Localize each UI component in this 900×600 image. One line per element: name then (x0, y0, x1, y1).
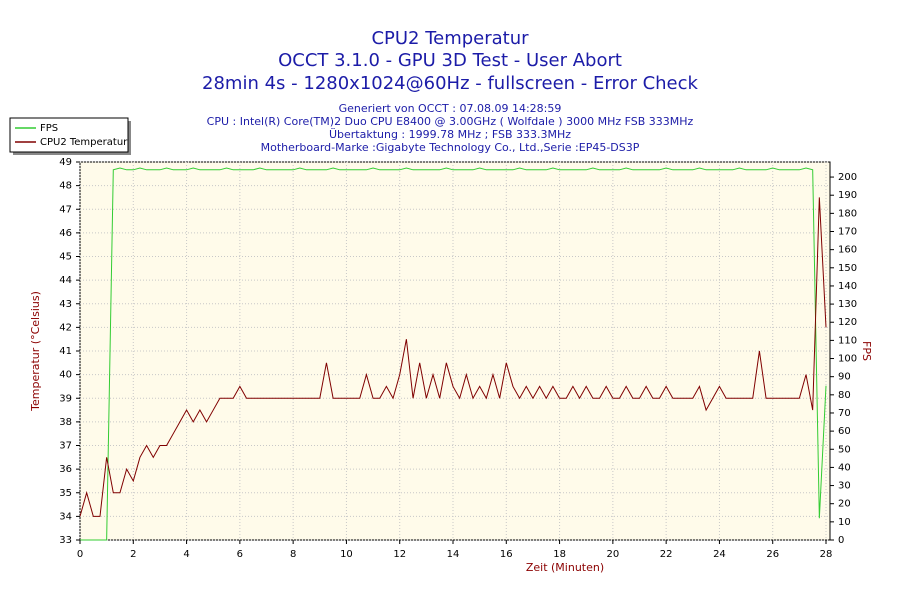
y2-tick-label: 150 (838, 263, 857, 274)
x-tick-label: 12 (393, 549, 406, 560)
y-tick-label: 41 (59, 346, 72, 357)
y-tick-label: 33 (59, 535, 72, 546)
series-line (80, 167, 827, 541)
y2-tick-label: 180 (838, 208, 857, 219)
chart-subtitle: OCCT 3.1.0 - GPU 3D Test - User Abort (278, 50, 622, 71)
x-tick-label: 2 (130, 549, 136, 560)
y2-tick-label: 0 (838, 535, 844, 546)
y-tick-label: 46 (59, 228, 72, 239)
chart-subtitle: 28min 4s - 1280x1024@60Hz - fullscreen -… (202, 73, 698, 94)
y2-tick-label: 20 (838, 499, 851, 510)
y2-tick-label: 100 (838, 354, 857, 365)
y-tick-label: 47 (59, 204, 72, 215)
chart-title: CPU2 Temperatur (371, 28, 529, 49)
y-tick-label: 42 (59, 322, 72, 333)
y-tick-label: 39 (59, 393, 72, 404)
x-axis-label: Zeit (Minuten) (526, 561, 604, 574)
y2-tick-label: 110 (838, 335, 857, 346)
y2-tick-label: 50 (838, 444, 851, 455)
y2-tick-label: 70 (838, 408, 851, 419)
y2-tick-label: 190 (838, 190, 857, 201)
y2-tick-label: 200 (838, 172, 857, 183)
x-tick-label: 22 (660, 549, 673, 560)
info-line: CPU : Intel(R) Core(TM)2 Duo CPU E8400 @… (207, 115, 694, 128)
y2-axis-label: FPS (860, 341, 873, 361)
x-tick-label: 4 (183, 549, 189, 560)
x-tick-label: 8 (290, 549, 296, 560)
y-tick-label: 34 (59, 511, 72, 522)
y-tick-label: 48 (59, 181, 72, 192)
x-tick-label: 28 (820, 549, 833, 560)
y-axis-label: Temperatur (°Celsius) (29, 291, 42, 412)
x-tick-label: 18 (553, 549, 566, 560)
info-line: Motherboard-Marke :Gigabyte Technology C… (261, 141, 640, 154)
y2-tick-label: 130 (838, 299, 857, 310)
info-line: Übertaktung : 1999.78 MHz ; FSB 333.3MHz (329, 128, 571, 141)
x-tick-label: 20 (606, 549, 619, 560)
x-tick-label: 26 (766, 549, 779, 560)
info-line: Generiert von OCCT : 07.08.09 14:28:59 (339, 102, 562, 115)
y2-tick-label: 40 (838, 462, 851, 473)
x-tick-label: 24 (713, 549, 726, 560)
y-tick-label: 37 (59, 441, 72, 452)
x-tick-label: 14 (447, 549, 460, 560)
legend: FPS CPU2 Temperatur (9, 117, 131, 155)
y-tick-label: 38 (59, 417, 72, 428)
y-tick-label: 40 (59, 370, 72, 381)
y2-tick-label: 30 (838, 481, 851, 492)
y-tick-label: 45 (59, 252, 72, 263)
x-tick-label: 0 (77, 549, 83, 560)
y2-tick-label: 160 (838, 245, 857, 256)
y2-tick-label: 60 (838, 426, 851, 437)
y-tick-label: 35 (59, 488, 72, 499)
y2-tick-label: 10 (838, 517, 851, 528)
y-tick-label: 43 (59, 299, 72, 310)
legend-label: CPU2 Temperatur (40, 137, 128, 148)
legend-box (9, 117, 129, 153)
x-tick-label: 10 (340, 549, 353, 560)
y2-tick-label: 80 (838, 390, 851, 401)
y-tick-label: 36 (59, 464, 72, 475)
legend-label: FPS (40, 123, 58, 134)
y2-tick-label: 170 (838, 227, 857, 238)
x-tick-label: 16 (500, 549, 513, 560)
x-tick-label: 6 (237, 549, 243, 560)
series-line (79, 197, 827, 517)
y-tick-label: 49 (59, 157, 72, 168)
y2-tick-label: 90 (838, 372, 851, 383)
y2-tick-label: 140 (838, 281, 857, 292)
y2-tick-label: 120 (838, 317, 857, 328)
y-tick-label: 44 (59, 275, 72, 286)
